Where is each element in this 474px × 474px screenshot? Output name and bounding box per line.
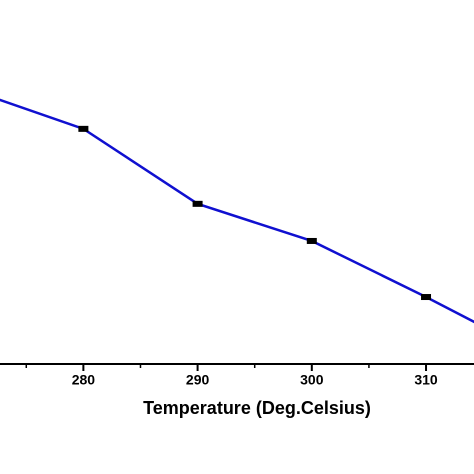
x-tick-label: 280 — [72, 372, 96, 388]
x-tick-label: 300 — [300, 372, 324, 388]
x-tick-label: 290 — [186, 372, 210, 388]
x-axis-label: Temperature (Deg.Celsius) — [143, 398, 371, 418]
data-point — [306, 237, 317, 244]
x-tick-label: 310 — [414, 372, 438, 388]
data-line — [0, 98, 474, 324]
data-point — [192, 200, 203, 207]
data-point — [78, 125, 89, 132]
data-point — [421, 294, 432, 301]
